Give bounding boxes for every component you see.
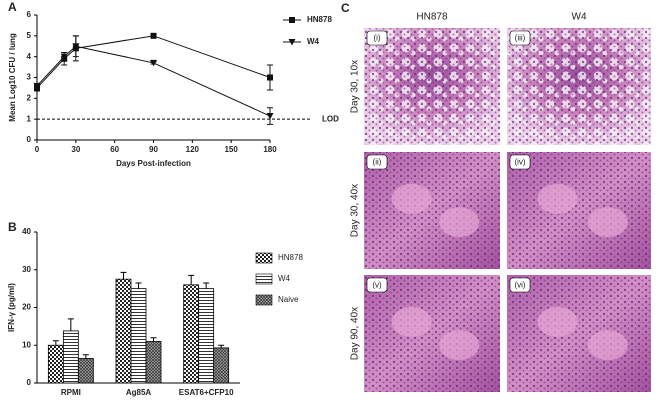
panel-label: B (8, 220, 17, 234)
label-box (366, 154, 388, 170)
error-bar (188, 274, 195, 285)
micrograph-label: (i) (373, 34, 380, 43)
micrograph-label: (v) (372, 281, 382, 290)
bar (145, 341, 162, 384)
micrograph-label: (iv) (514, 158, 525, 167)
label-box (366, 277, 388, 293)
y-tick-label: 20 (22, 303, 31, 312)
x-tick-label: RPMI (61, 388, 81, 397)
granuloma (537, 183, 578, 214)
row-label: Day 30, 40x (350, 184, 361, 237)
micrograph-label: (iii) (515, 34, 526, 43)
legend-marker (288, 39, 296, 46)
micrograph-nuclei (507, 152, 651, 269)
granuloma (391, 183, 432, 214)
legend-swatch (255, 273, 273, 285)
x-axis-label: Days Post-infection (116, 159, 191, 168)
bar (198, 288, 215, 384)
y-tick-label: 5 (27, 31, 32, 40)
row-label: Day 30, 10x (350, 60, 361, 113)
legend-marker (289, 17, 295, 23)
y-tick-label: 3 (27, 73, 32, 82)
micrograph-nuclei (364, 28, 500, 145)
reference-label: LOD (322, 114, 339, 123)
y-tick-label: 6 (27, 10, 32, 19)
legend-label: Naive (278, 295, 299, 304)
error-bar (120, 271, 127, 280)
x-tick-label: 120 (186, 145, 200, 154)
legend-label: W4 (307, 37, 320, 46)
x-tick-label: 60 (110, 145, 119, 154)
column-header: W4 (572, 12, 587, 23)
marker (150, 59, 157, 67)
marker (267, 74, 273, 81)
error-bar (135, 282, 142, 289)
series-line (36, 45, 271, 117)
y-axis-label: Mean Log10 CFU / lung (8, 33, 17, 122)
y-tick-label: 0 (27, 135, 32, 144)
marker (33, 82, 41, 90)
bar (62, 330, 79, 384)
error-bar (67, 318, 74, 331)
micrograph-nuclei (507, 275, 651, 392)
micrograph-nuclei (507, 28, 651, 145)
granuloma (587, 207, 628, 238)
error-bar (82, 354, 89, 359)
granuloma (537, 306, 578, 337)
marker (150, 32, 157, 39)
granuloma (587, 330, 628, 361)
y-tick-label: 1 (27, 114, 32, 123)
legend-label: W4 (278, 274, 291, 283)
micrograph-label: (ii) (373, 158, 382, 167)
x-tick-label: Ag85A (126, 388, 152, 397)
bar (130, 288, 147, 384)
x-tick-label: ESAT6+CFP10 (179, 388, 234, 397)
micrograph-nuclei (364, 275, 500, 392)
marker (60, 53, 68, 61)
bar (47, 344, 64, 384)
error-bar (52, 340, 59, 346)
label-box (509, 154, 531, 170)
y-tick-label: 4 (27, 52, 32, 61)
y-tick-label: 10 (22, 340, 31, 349)
micrograph-label: (vi) (514, 281, 525, 290)
legend-swatch (255, 252, 273, 264)
label-box (366, 30, 388, 46)
error-bar (150, 337, 157, 342)
x-tick-label: 90 (149, 145, 158, 154)
y-tick-label: 2 (27, 93, 32, 102)
x-tick-label: 180 (263, 145, 277, 154)
granuloma (439, 330, 480, 361)
x-tick-label: 150 (224, 145, 238, 154)
legend-swatch (255, 294, 273, 306)
marker (72, 43, 80, 50)
label-box (509, 30, 531, 46)
bar (213, 347, 230, 384)
error-bar (218, 344, 225, 348)
panel-label: A (8, 0, 17, 14)
column-header: HN878 (416, 12, 448, 23)
row-label: Day 90, 40x (350, 307, 361, 360)
legend-label: HN878 (307, 15, 332, 24)
legend-label: HN878 (278, 253, 303, 262)
label-box (509, 277, 531, 293)
granuloma (391, 306, 432, 337)
bar (115, 278, 132, 384)
y-tick-label: 0 (27, 378, 32, 387)
y-tick-label: 40 (22, 227, 31, 236)
x-tick-label: 30 (71, 145, 80, 154)
micrograph-nuclei (364, 152, 500, 269)
marker (266, 113, 274, 120)
panel-label: C (341, 1, 350, 15)
granuloma (439, 207, 480, 238)
bar (77, 358, 94, 384)
y-axis-label: IFN-γ (pg/ml) (7, 283, 16, 332)
histology-panel: C HN878 W4 Day 30, 10x (i) (iii) Day 30, 40x (i… (341, 1, 651, 392)
x-tick-label: 0 (35, 145, 40, 154)
y-tick-label: 30 (22, 265, 31, 274)
error-bar (203, 282, 210, 289)
bar (183, 284, 200, 384)
